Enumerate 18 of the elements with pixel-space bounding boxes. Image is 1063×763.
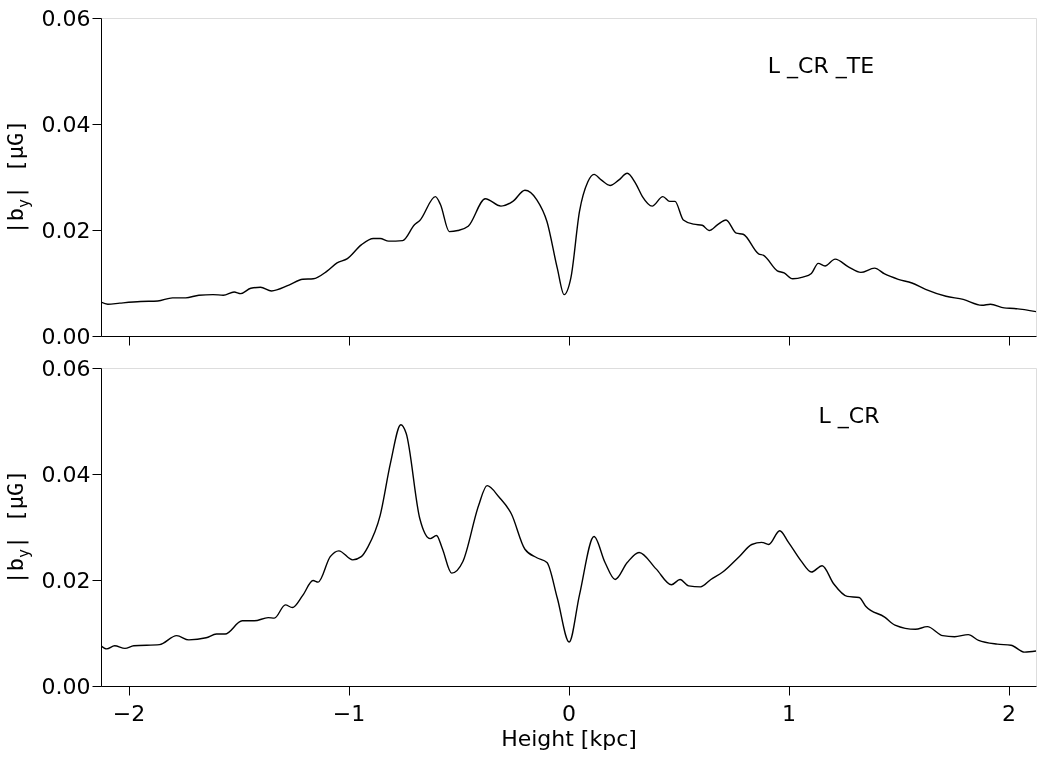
y-axis-title: |by| [μG] (3, 119, 33, 235)
x-tick-label: 0 (562, 700, 576, 726)
y-tick-label: 0.04 (41, 461, 91, 487)
y-tick-label: 0.00 (41, 673, 91, 699)
x-tick-label: −2 (112, 700, 146, 726)
annotation: L _CR _TE (767, 53, 875, 79)
x-tick-label: −1 (332, 700, 366, 726)
annotation: L _CR (818, 403, 880, 429)
y-tick-label: 0.06 (41, 5, 91, 31)
x-tick-label: 2 (1002, 700, 1016, 726)
y-axis-title: |by| [μG] (3, 469, 33, 585)
y-tick-label: 0.00 (41, 323, 91, 349)
y-tick-label: 0.02 (41, 217, 91, 243)
x-axis-title: Height [kpc] (501, 725, 637, 751)
y-tick-label: 0.02 (41, 567, 91, 593)
y-tick-label: 0.04 (41, 111, 91, 137)
y-tick-label: 0.06 (41, 355, 91, 381)
x-tick-label: 1 (782, 700, 796, 726)
